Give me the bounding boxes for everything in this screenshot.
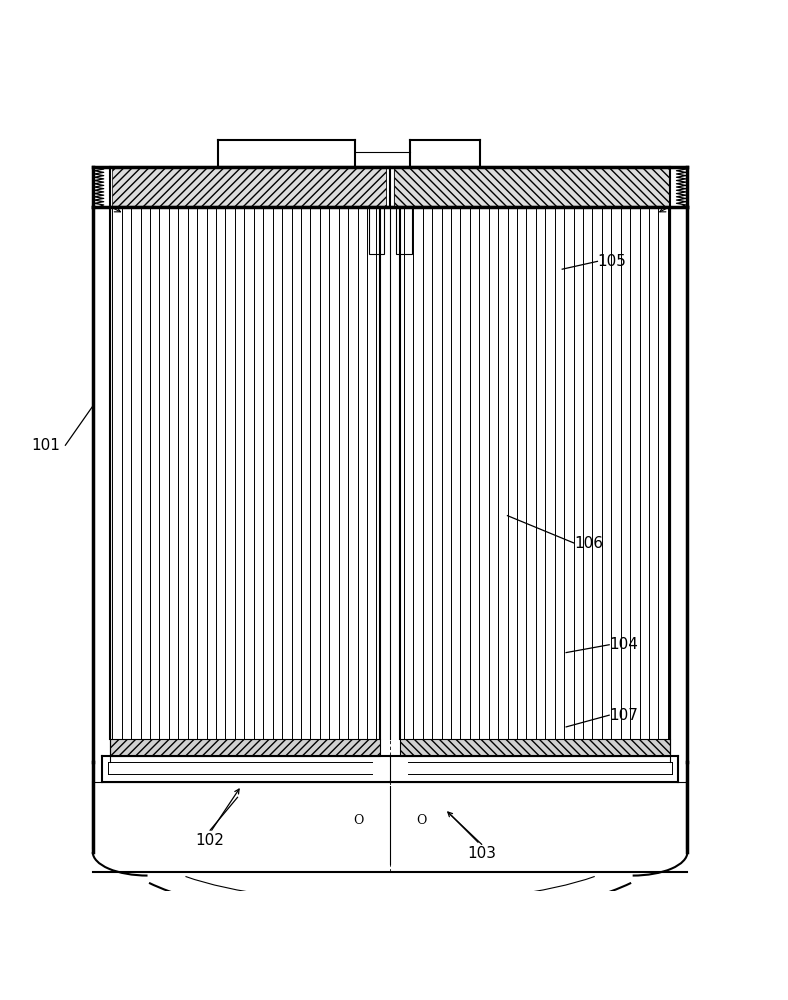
Polygon shape [394, 167, 669, 207]
Text: 104: 104 [609, 637, 638, 652]
Text: 102: 102 [195, 833, 225, 848]
Polygon shape [400, 739, 671, 756]
Text: O: O [416, 814, 426, 827]
Polygon shape [112, 167, 386, 207]
Text: 101: 101 [32, 438, 60, 453]
Text: O: O [354, 814, 364, 827]
Text: 105: 105 [597, 254, 626, 269]
Text: 106: 106 [574, 536, 603, 551]
Polygon shape [369, 207, 385, 254]
Text: 103: 103 [467, 846, 496, 861]
Polygon shape [396, 207, 411, 254]
Polygon shape [394, 167, 669, 207]
Polygon shape [112, 167, 386, 207]
Polygon shape [110, 739, 381, 756]
Text: 107: 107 [609, 708, 638, 723]
